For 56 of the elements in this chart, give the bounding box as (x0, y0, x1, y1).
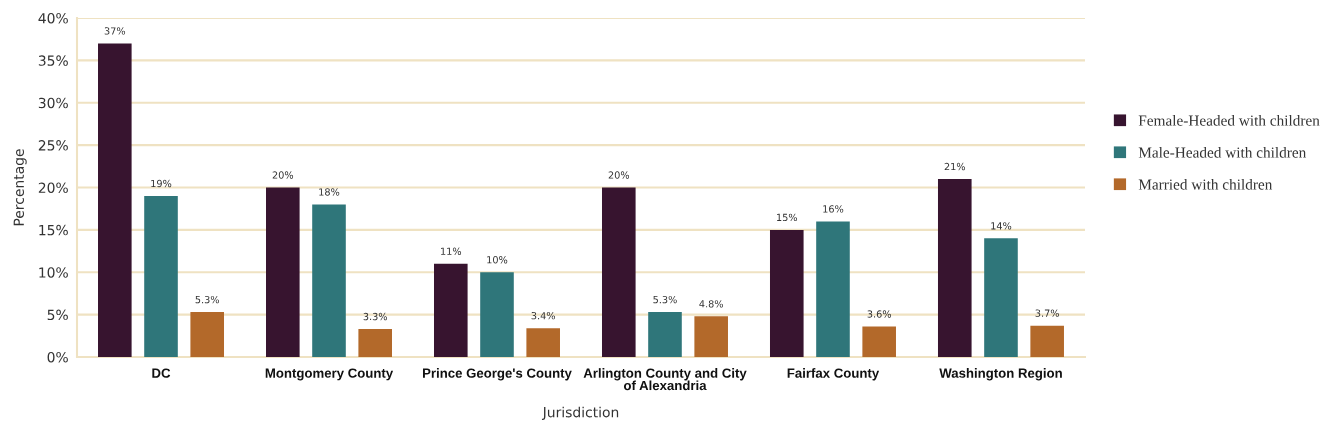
y-tick-label: 15% (39, 224, 68, 236)
y-axis-title: Percentage (13, 149, 27, 226)
bar (480, 272, 514, 358)
data-label: 37% (104, 27, 126, 35)
legend-label: Male-Headed with children (1138, 146, 1307, 158)
data-label: 20% (272, 171, 294, 179)
bar (769, 229, 804, 358)
data-label: 16% (823, 205, 844, 213)
x-tick-label: Prince George's County (422, 368, 572, 381)
data-label: 3.7% (1035, 309, 1059, 317)
bar (144, 195, 178, 358)
legend-label: Married with children (1138, 178, 1273, 190)
bar (312, 204, 346, 358)
data-label: 20% (608, 171, 630, 179)
data-label: 19% (151, 179, 172, 188)
legend-label: Female-Headed with children (1138, 114, 1320, 126)
data-label: 18% (319, 188, 340, 196)
bar (694, 316, 728, 358)
x-tick-label: Arlington County and City of Alexandria (583, 368, 747, 391)
bar (984, 238, 1018, 358)
x-tick-label: DC (152, 368, 171, 378)
data-label: 15% (777, 213, 798, 222)
y-tick-label: 30% (38, 97, 68, 109)
x-tick-label: Fairfax County (787, 368, 880, 381)
data-label: 5.3% (653, 295, 677, 304)
bar (648, 312, 682, 358)
data-label: 3.6% (867, 310, 891, 318)
data-label: 3.4% (531, 312, 556, 320)
y-tick-label: 25% (38, 140, 68, 151)
data-label: 5.3% (195, 295, 220, 304)
data-label: 11% (441, 247, 462, 255)
bar (526, 328, 560, 358)
y-tick-label: 10% (39, 267, 68, 278)
x-axis-title: Jurisdiction (541, 406, 619, 420)
data-label: 3.3% (363, 312, 388, 321)
bar (98, 43, 132, 358)
bar (190, 312, 225, 358)
x-tick-label: Washington Region (939, 368, 1062, 381)
y-tick-label: 40% (38, 12, 68, 24)
bar (434, 263, 468, 358)
bar (601, 187, 636, 358)
y-tick-label: 20% (38, 182, 68, 193)
bar (1030, 325, 1064, 358)
x-tick-label: Montgomery County (265, 368, 394, 381)
bar (266, 187, 300, 358)
data-label: 4.8% (699, 300, 723, 308)
data-label: 10% (487, 256, 508, 264)
y-tick-label: 5% (47, 309, 68, 321)
y-tick-label: 35% (38, 55, 68, 66)
bar (937, 179, 972, 358)
data-label: 14% (991, 222, 1012, 230)
bar (816, 221, 850, 358)
bar (358, 329, 392, 358)
bar (862, 326, 896, 358)
y-tick-label: 0% (47, 351, 68, 363)
data-label: 21% (944, 162, 966, 171)
